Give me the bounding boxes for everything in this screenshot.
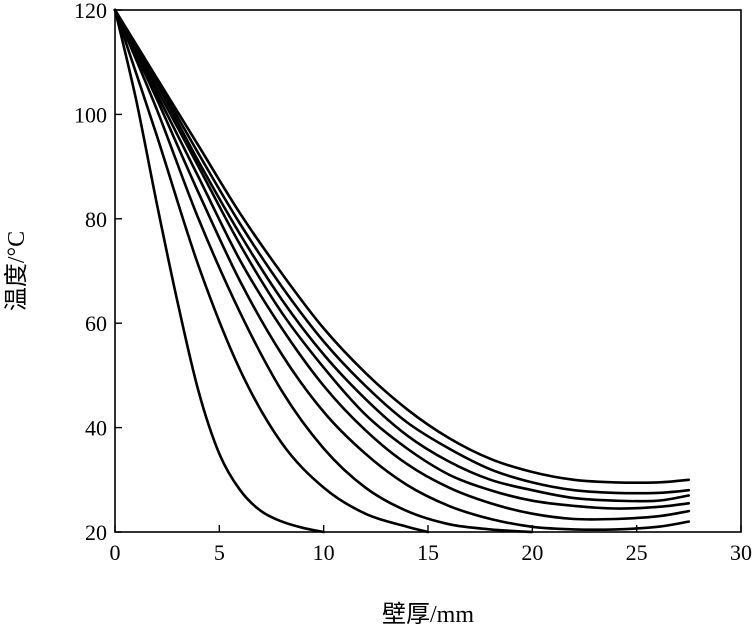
x-axis-title: 壁厚/mm bbox=[382, 601, 474, 628]
x-tick-label: 20 bbox=[521, 540, 543, 565]
y-axis-ticks: 20 40 60 80 100 120 bbox=[74, 0, 122, 545]
y-axis-title: 温度/°C bbox=[3, 231, 30, 311]
y-tick-label: 60 bbox=[85, 311, 107, 336]
plot-frame bbox=[114, 9, 742, 533]
x-tick-label: 25 bbox=[626, 540, 648, 565]
y-tick-label: 120 bbox=[74, 0, 107, 23]
x-tick-label: 10 bbox=[313, 540, 335, 565]
y-tick-label: 20 bbox=[85, 520, 107, 545]
series-line-8 bbox=[113, 8, 691, 495]
x-tick-label: 30 bbox=[730, 540, 752, 565]
x-axis-ticks: 0 5 10 15 20 25 30 bbox=[110, 525, 752, 565]
series-line-5 bbox=[113, 8, 691, 521]
series-line-9 bbox=[113, 8, 691, 484]
y-tick-label: 100 bbox=[74, 102, 107, 127]
y-tick-label: 40 bbox=[85, 416, 107, 441]
x-tick-label: 0 bbox=[110, 540, 121, 565]
series-line-4 bbox=[113, 8, 691, 531]
series-line-3 bbox=[113, 8, 534, 534]
series-line-2 bbox=[113, 8, 430, 534]
x-tick-label: 5 bbox=[214, 540, 225, 565]
y-tick-label: 80 bbox=[85, 207, 107, 232]
x-tick-label: 15 bbox=[417, 540, 439, 565]
series-group bbox=[113, 8, 691, 534]
series-line-6 bbox=[113, 8, 691, 510]
series-line-7 bbox=[113, 8, 691, 503]
series-line-1 bbox=[113, 8, 325, 534]
